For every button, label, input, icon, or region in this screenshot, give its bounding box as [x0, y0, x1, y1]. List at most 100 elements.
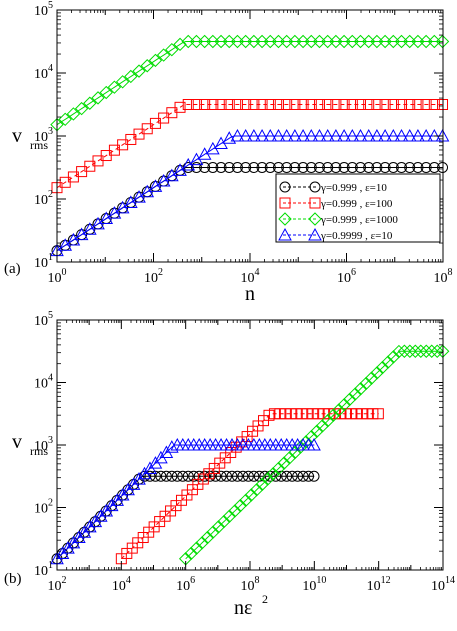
data-point [160, 470, 172, 482]
data-point [271, 461, 286, 476]
x-tick-label: 104 [112, 575, 131, 594]
y-tick-label: 104 [34, 63, 53, 82]
panel-b-x-label-main: nε [234, 597, 252, 619]
x-tick-label: 102 [48, 575, 67, 594]
series-line [56, 444, 315, 560]
data-point [353, 128, 368, 142]
data-point [308, 470, 320, 482]
data-point [394, 128, 409, 142]
data-point [184, 546, 198, 561]
data-point [74, 101, 89, 116]
data-point [321, 413, 335, 428]
data-point [222, 131, 237, 144]
data-point [271, 128, 286, 142]
data-point [286, 470, 298, 482]
data-point [282, 451, 297, 465]
data-point [312, 128, 327, 142]
y-tick-label: 104 [34, 373, 53, 392]
data-point [199, 162, 211, 173]
data-point [404, 99, 416, 110]
data-point [387, 99, 399, 110]
data-point [165, 42, 179, 57]
series-3 [50, 437, 321, 565]
data-point [315, 419, 330, 433]
legend-marker [278, 227, 292, 241]
data-point [215, 470, 227, 482]
y-tick-label: 101 [34, 560, 53, 579]
panel-b-y-label-main: v [12, 431, 22, 453]
legend-item: γ=0.999 , ε=10 [279, 181, 387, 194]
data-point [304, 128, 319, 142]
data-point [115, 75, 130, 89]
data-point [199, 99, 211, 110]
data-point [425, 344, 439, 358]
data-point [430, 344, 444, 358]
data-point [346, 162, 358, 173]
data-point [199, 470, 211, 482]
data-point [190, 99, 202, 110]
series-0 [51, 470, 320, 565]
legend-marker [308, 212, 322, 226]
legend-item: γ=0.9999 , ε=10 [278, 227, 393, 242]
data-point [419, 344, 433, 358]
data-point [144, 470, 156, 482]
data-point [211, 520, 226, 534]
x-tick-label: 106 [176, 575, 195, 594]
data-point [91, 91, 105, 105]
data-point [329, 128, 343, 142]
panel-a-y-label: v rms [12, 125, 48, 152]
y-tick-label: 101 [34, 252, 53, 271]
panel-b-y-label-sub: rms [30, 444, 48, 458]
data-point [305, 99, 317, 110]
data-point [244, 488, 258, 502]
legend-item: γ=0.999 , ε=1000 [278, 212, 398, 226]
data-point [83, 96, 97, 110]
data-point [343, 392, 357, 407]
data-point [230, 128, 245, 142]
data-point [248, 470, 260, 482]
panel-a-tick-labels: 100 102 104 106 108 101 102 103 104 105 [34, 0, 453, 286]
data-point [124, 69, 138, 84]
data-point [264, 162, 276, 173]
data-point [166, 470, 178, 482]
data-point [386, 128, 401, 142]
data-point [288, 128, 302, 142]
data-point [420, 162, 432, 173]
data-point [272, 162, 284, 173]
data-point [204, 470, 216, 482]
panel-a-y-label-main: v [12, 125, 22, 147]
data-point [428, 162, 440, 173]
panel-b-y-label: v rms [12, 431, 48, 458]
y-tick-label: 105 [34, 0, 53, 19]
series-2 [50, 34, 450, 132]
panel-a-frame [56, 9, 444, 263]
data-point [247, 128, 261, 142]
legend-marker [279, 181, 291, 193]
data-point [408, 344, 423, 358]
data-point [310, 424, 324, 438]
data-point [359, 376, 373, 391]
legend-label: γ=0.999 , ε=10 [320, 182, 387, 194]
data-point [200, 530, 215, 545]
data-point [307, 437, 321, 451]
data-point [221, 470, 233, 482]
data-point [177, 470, 189, 482]
data-point [363, 162, 375, 173]
data-point [182, 470, 194, 482]
data-point [345, 128, 360, 142]
data-point [281, 99, 293, 110]
data-point [239, 493, 253, 508]
data-point [305, 162, 317, 173]
data-point [297, 162, 309, 173]
x-tick-label: 100 [48, 267, 67, 286]
data-point [353, 382, 368, 396]
data-point [387, 162, 399, 173]
data-point [386, 350, 401, 364]
data-point [207, 99, 219, 110]
data-point [173, 37, 187, 52]
legend-item: γ=0.999 , ε=100 [279, 197, 393, 210]
data-point [222, 509, 237, 523]
data-point [107, 80, 122, 94]
data-point [375, 360, 390, 375]
